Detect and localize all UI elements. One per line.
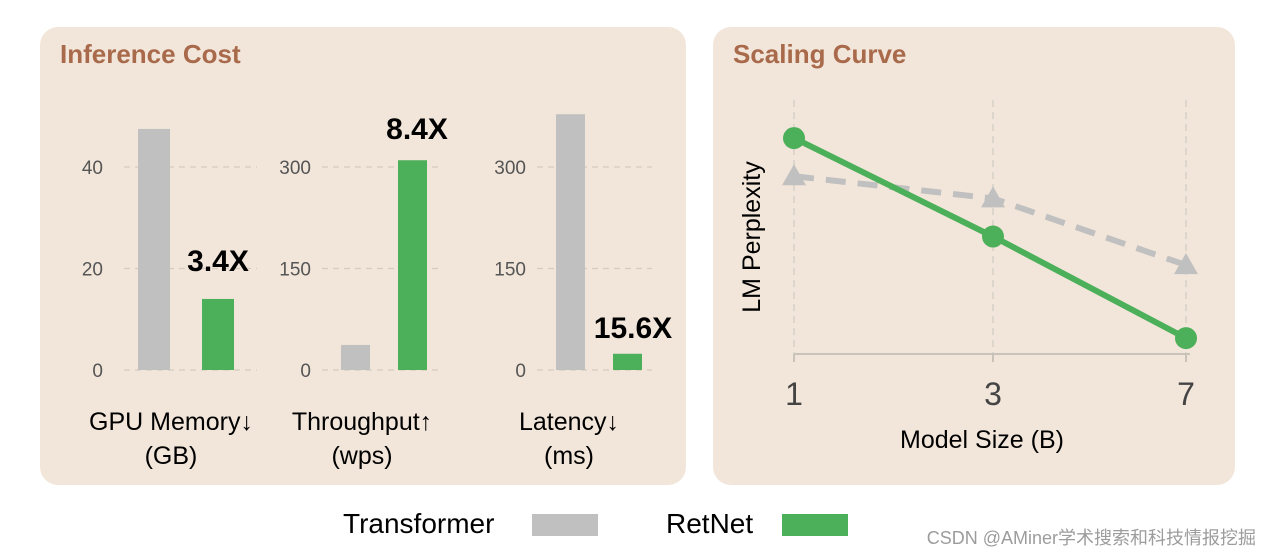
- legend-transformer-label: Transformer: [343, 508, 495, 539]
- x-axis-unit-label: (GB): [145, 442, 198, 470]
- watermark-text: CSDN @AMiner学术搜索和科技情报挖掘: [926, 528, 1256, 548]
- y-tick-label: 0: [515, 361, 526, 382]
- retnet-bar: [613, 353, 642, 370]
- x-axis-label: Latency↓: [519, 408, 619, 436]
- x-axis-unit-label: (wps): [331, 442, 392, 470]
- y-tick-label: 150: [279, 260, 311, 281]
- x-axis-label: Throughput↑: [292, 408, 432, 436]
- retnet-bar: [202, 298, 234, 370]
- x-tick-label: 3: [984, 376, 1002, 412]
- y-tick-label: 300: [494, 158, 526, 179]
- x-axis-label: GPU Memory↓: [89, 408, 253, 436]
- y-tick-label: 0: [300, 361, 311, 382]
- scaling-curve-title: Scaling Curve: [733, 39, 907, 69]
- retnet-bar: [398, 160, 427, 370]
- retnet-point: [1175, 327, 1197, 350]
- legend-transformer-swatch: [532, 514, 598, 536]
- transformer-line: [793, 173, 1187, 268]
- y-tick-label: 300: [279, 158, 311, 179]
- transformer-point: [782, 164, 806, 186]
- legend-retnet-swatch: [782, 514, 848, 536]
- x-tick-label: 1: [785, 376, 803, 412]
- y-tick-label: 40: [82, 158, 103, 179]
- transformer-bar: [138, 128, 170, 370]
- y-axis-label: LM Perplexity: [738, 161, 766, 313]
- speedup-annotation: 8.4X: [386, 113, 448, 146]
- transformer-bar: [341, 344, 370, 370]
- y-tick-label: 0: [92, 361, 103, 382]
- retnet-point: [982, 225, 1004, 248]
- y-tick-label: 20: [82, 260, 103, 281]
- transformer-point: [1174, 253, 1198, 275]
- legend-retnet-label: RetNet: [666, 508, 754, 539]
- transformer-point: [981, 186, 1005, 208]
- y-tick-label: 150: [494, 260, 526, 281]
- retnet-point: [783, 127, 805, 150]
- transformer-bar: [556, 114, 585, 370]
- scaling-curve-panel: Scaling Curve: [713, 27, 1235, 485]
- speedup-annotation: 3.4X: [187, 245, 249, 278]
- inference-cost-title: Inference Cost: [60, 39, 241, 69]
- x-axis-label: Model Size (B): [900, 426, 1064, 454]
- x-axis-unit-label: (ms): [544, 442, 594, 470]
- x-tick-label: 7: [1177, 376, 1195, 412]
- speedup-annotation: 15.6X: [594, 312, 672, 345]
